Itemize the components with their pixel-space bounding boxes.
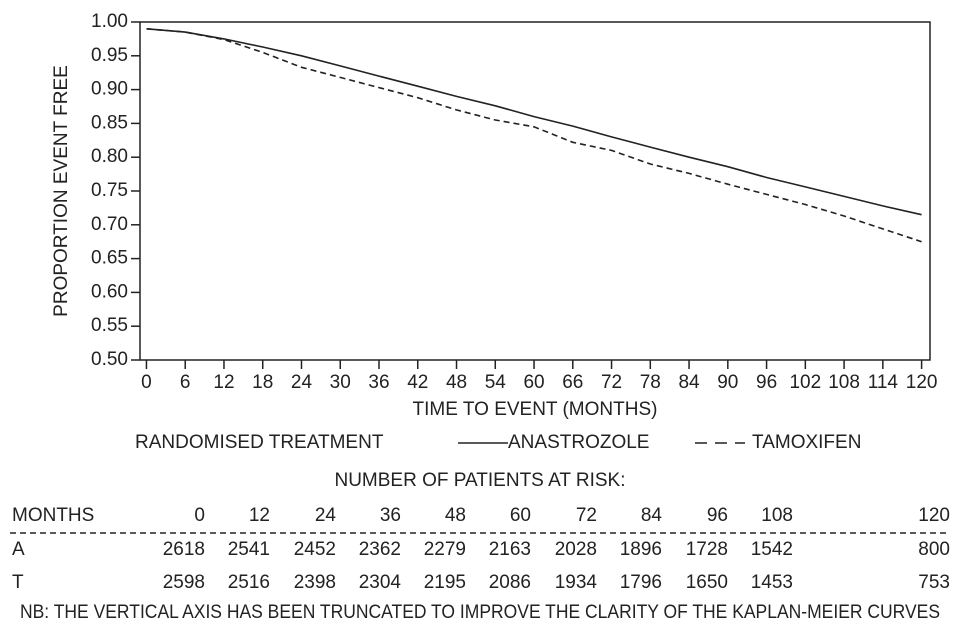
- table-cell: 2516: [228, 572, 270, 593]
- table-header: 24: [315, 505, 337, 526]
- x-tick-label: 6: [180, 372, 191, 393]
- table-header: MONTHS: [12, 505, 94, 526]
- table-header: 60: [510, 505, 531, 526]
- table-cell: 1896: [620, 539, 662, 560]
- x-tick-label: 60: [523, 372, 544, 393]
- table-cell: 800: [918, 539, 950, 560]
- x-tick-label: 54: [485, 372, 507, 393]
- x-tick-label: 120: [906, 372, 938, 393]
- table-cell: 1542: [751, 539, 793, 560]
- table-header: 72: [576, 505, 597, 526]
- x-tick-label: 108: [828, 372, 860, 393]
- table-cell: 1453: [751, 572, 793, 593]
- x-tick-label: 36: [368, 372, 389, 393]
- y-tick-label: 0.50: [91, 349, 128, 370]
- x-tick-label: 78: [640, 372, 661, 393]
- table-cell: 2541: [228, 539, 270, 560]
- x-tick-label: 48: [446, 372, 467, 393]
- y-tick-label: 0.55: [91, 315, 128, 336]
- x-tick-label: 30: [330, 372, 351, 393]
- table-header: 108: [761, 505, 793, 526]
- table-header: 84: [641, 505, 663, 526]
- table-cell: 2362: [359, 539, 401, 560]
- x-tick-label: 90: [717, 372, 738, 393]
- table-cell: 1796: [620, 572, 662, 593]
- x-tick-label: 72: [601, 372, 622, 393]
- table-header: 0: [194, 505, 205, 526]
- table-cell: 2279: [424, 539, 466, 560]
- table-cell: A: [12, 539, 25, 560]
- y-tick-label: 0.65: [91, 248, 128, 269]
- x-tick-label: 84: [678, 372, 700, 393]
- legend-label: ANASTROZOLE: [508, 432, 649, 453]
- x-tick-label: 24: [291, 372, 313, 393]
- y-tick-label: 0.80: [91, 146, 128, 167]
- table-cell: 2195: [424, 572, 466, 593]
- table-cell: 2086: [489, 572, 531, 593]
- table-title: NUMBER OF PATIENTS AT RISK:: [334, 470, 625, 491]
- table-cell: T: [12, 572, 24, 593]
- x-axis-label: TIME TO EVENT (MONTHS): [413, 399, 658, 420]
- x-tick-label: 66: [562, 372, 583, 393]
- table-cell: 2598: [163, 572, 205, 593]
- y-axis-label: PROPORTION EVENT FREE: [51, 65, 72, 317]
- table-cell: 1650: [686, 572, 728, 593]
- table-cell: 1728: [686, 539, 728, 560]
- table-cell: 2618: [163, 539, 205, 560]
- y-tick-label: 0.95: [91, 45, 128, 66]
- x-tick-label: 12: [213, 372, 234, 393]
- x-tick-label: 42: [407, 372, 428, 393]
- x-tick-label: 102: [789, 372, 821, 393]
- table-header: 12: [249, 505, 270, 526]
- table-header: 96: [707, 505, 728, 526]
- table-header: 48: [445, 505, 466, 526]
- y-tick-label: 0.60: [91, 281, 128, 302]
- table-cell: 2163: [489, 539, 531, 560]
- footnote: NB: THE VERTICAL AXIS HAS BEEN TRUNCATED…: [20, 602, 940, 623]
- plot-frame: [139, 21, 931, 361]
- x-tick-label: 96: [756, 372, 777, 393]
- table-cell: 753: [918, 572, 950, 593]
- y-tick-label: 0.85: [91, 112, 128, 133]
- x-tick-label: 114: [868, 372, 899, 393]
- y-tick-label: 0.90: [91, 79, 128, 100]
- x-tick-label: 18: [252, 372, 273, 393]
- table-cell: 1934: [555, 572, 598, 593]
- y-tick-label: 0.75: [91, 180, 128, 201]
- table-header: 120: [918, 505, 950, 526]
- x-tick-label: 0: [141, 372, 152, 393]
- table-header: 36: [380, 505, 401, 526]
- table-cell: 2452: [294, 539, 336, 560]
- y-tick-label: 0.70: [91, 214, 128, 235]
- table-cell: 2304: [359, 572, 402, 593]
- legend-label: TAMOXIFEN: [752, 432, 861, 453]
- table-cell: 2028: [555, 539, 597, 560]
- line-solid: [146, 28, 922, 216]
- line-dashed: [146, 28, 922, 243]
- legend-title: RANDOMISED TREATMENT: [135, 432, 384, 453]
- table-cell: 2398: [294, 572, 336, 593]
- y-tick-label: 1.00: [91, 11, 128, 32]
